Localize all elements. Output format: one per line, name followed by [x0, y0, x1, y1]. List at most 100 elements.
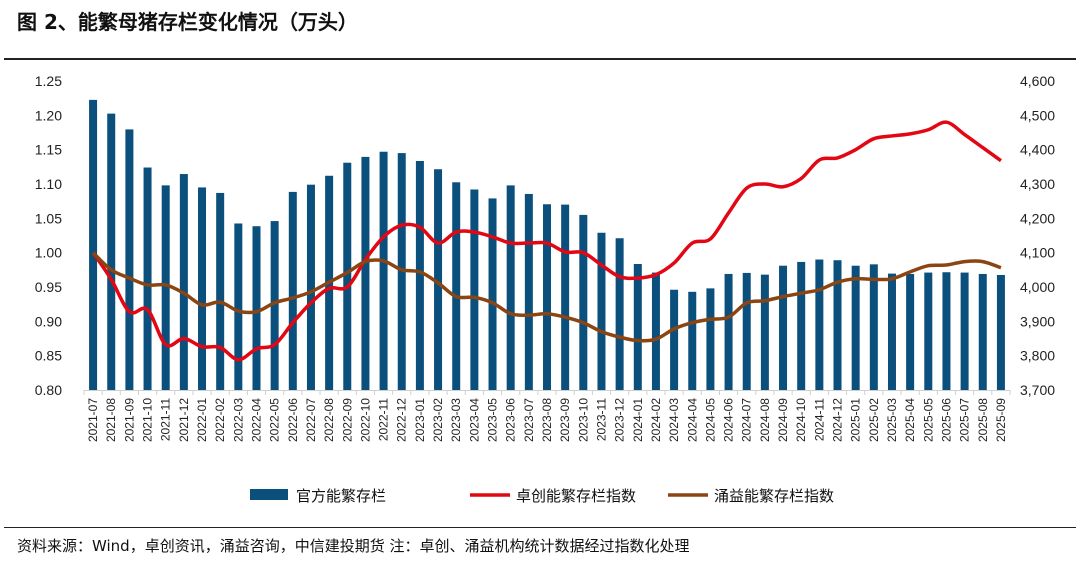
- right-axis-tick-label: 4,200: [1020, 210, 1055, 226]
- left-axis-tick-label: 0.95: [35, 279, 62, 295]
- bar-official: [361, 156, 370, 390]
- x-axis-tick-label: 2024-07: [740, 398, 754, 442]
- x-axis-tick-label: 2024-04: [685, 398, 699, 442]
- x-axis-tick-label: 2023-08: [540, 398, 554, 442]
- bar-official: [924, 272, 933, 390]
- bar-official: [198, 187, 207, 390]
- bar-official: [815, 259, 824, 390]
- legend-label: 官方能繁存栏: [296, 487, 386, 505]
- bar-official: [107, 113, 116, 390]
- x-axis-tick-label: 2022-02: [213, 398, 227, 442]
- bar-official: [452, 182, 461, 390]
- x-axis-tick-label: 2025-06: [939, 398, 953, 442]
- bar-official: [651, 272, 660, 390]
- x-axis-tick-label: 2023-07: [522, 398, 536, 442]
- x-axis-tick-label: 2024-03: [667, 398, 681, 442]
- line-zhuochuang-index: [91, 120, 1002, 362]
- x-axis-tick-label: 2025-05: [921, 398, 935, 442]
- x-axis-tick-label: 2024-12: [831, 398, 845, 442]
- source-divider: [4, 527, 1076, 528]
- x-axis-tick-label: 2022-12: [395, 398, 409, 442]
- bar-official: [234, 223, 243, 390]
- x-axis-tick-label: 2024-08: [758, 398, 772, 442]
- bar-official: [561, 204, 570, 390]
- x-axis-tick-label: 2024-09: [776, 398, 790, 442]
- x-axis-tick-label: 2024-01: [631, 398, 645, 442]
- bar-official: [270, 221, 279, 390]
- legend-swatch-bar: [250, 489, 288, 500]
- x-axis-tick-label: 2024-02: [649, 398, 663, 442]
- x-axis-tick-label: 2022-05: [268, 398, 282, 442]
- bar-official: [887, 273, 896, 390]
- x-axis-tick-label: 2023-12: [613, 398, 627, 442]
- right-axis-tick-label: 4,100: [1020, 245, 1055, 261]
- chart: 0.80 0.85 0.90 0.95 1.00 1.05 1.10 1.15 1.20 1.25…: [35, 73, 1055, 505]
- bar-official: [89, 99, 98, 390]
- legend-label: 卓创能繁存栏指数: [516, 487, 636, 505]
- x-axis-tick-label: 2023-11: [594, 398, 608, 441]
- bar-official: [688, 291, 697, 390]
- x-axis-tick-label: 2022-06: [286, 398, 300, 442]
- bar-official: [978, 273, 987, 390]
- x-axis-tick-label: 2023-02: [431, 398, 445, 442]
- bar-official: [724, 273, 733, 390]
- x-axis-tick-label: 2021-10: [141, 398, 155, 442]
- bar-official: [869, 264, 878, 390]
- bar-official: [143, 167, 152, 390]
- x-axis-tick-label: 2023-04: [467, 398, 481, 442]
- x-axis-tick-label: 2022-04: [249, 398, 263, 442]
- bar-official: [760, 274, 769, 390]
- x-axis-tick-label: 2022-08: [322, 398, 336, 442]
- x-axis-tick-label: 2023-09: [558, 398, 572, 442]
- x-axis-tick-label: 2022-07: [304, 398, 318, 442]
- bar-official: [216, 192, 225, 390]
- bar-official: [996, 274, 1005, 390]
- right-axis-tick-label: 3,800: [1020, 348, 1055, 364]
- bar-official: [179, 174, 188, 390]
- x-axis-tick-label: 2021-12: [177, 398, 191, 442]
- bar-official: [125, 129, 134, 390]
- x-axis-tick-label: 2025-01: [849, 398, 863, 442]
- bar-official: [851, 265, 860, 390]
- chart-title: 图 2、能繁母猪存栏变化情况（万头）: [17, 10, 358, 34]
- bar-official: [343, 162, 352, 390]
- bar-official: [615, 238, 624, 390]
- left-axis-tick-label: 1.10: [35, 176, 62, 192]
- bar-official: [306, 184, 315, 390]
- x-axis-tick-label: 2025-09: [994, 398, 1008, 442]
- line-yongyi-index: [91, 251, 1002, 343]
- bar-official: [633, 263, 642, 390]
- x-axis-tick-label: 2024-11: [812, 398, 826, 441]
- x-axis-tick-label: 2022-11: [377, 398, 391, 441]
- bar-official: [524, 193, 533, 390]
- title-divider: [4, 58, 1076, 60]
- right-axis-tick-label: 3,700: [1020, 382, 1055, 398]
- right-axis-tick-label: 4,000: [1020, 279, 1055, 295]
- bar-official: [960, 272, 969, 390]
- x-axis-tick-label: 2025-03: [885, 398, 899, 442]
- legend-label: 涌益能繁存栏指数: [714, 487, 834, 505]
- left-axis-tick-label: 0.80: [35, 382, 62, 398]
- right-axis-tick-label: 4,600: [1020, 73, 1055, 89]
- bar-official: [252, 226, 261, 390]
- left-axis-tick-label: 1.20: [35, 107, 62, 123]
- x-axis-tick-label: 2022-09: [340, 398, 354, 442]
- bar-official: [597, 232, 606, 390]
- bar-official: [506, 185, 515, 390]
- bar-official: [906, 273, 915, 390]
- bar-official: [742, 272, 751, 390]
- left-axis-tick-label: 0.90: [35, 313, 62, 329]
- x-axis-tick-label: 2025-08: [976, 398, 990, 442]
- x-axis-tick-label: 2023-10: [576, 398, 590, 442]
- left-axis-tick-label: 1.00: [35, 245, 62, 261]
- x-axis-tick-label: 2022-01: [195, 398, 209, 442]
- x-axis-tick-label: 2022-10: [358, 398, 372, 442]
- x-axis-tick-label: 2021-09: [122, 398, 136, 442]
- x-axis-tick-label: 2025-04: [903, 398, 917, 442]
- source-note: 资料来源：Wind，卓创资讯，涌益咨询，中信建投期货 注：卓创、涌益机构统计数据…: [17, 537, 690, 555]
- x-axis-tick-label: 2023-06: [504, 398, 518, 442]
- left-axis-tick-label: 0.85: [35, 348, 62, 364]
- bar-official: [379, 151, 388, 390]
- x-axis-tick-label: 2021-07: [86, 398, 100, 442]
- bar-official: [543, 204, 551, 390]
